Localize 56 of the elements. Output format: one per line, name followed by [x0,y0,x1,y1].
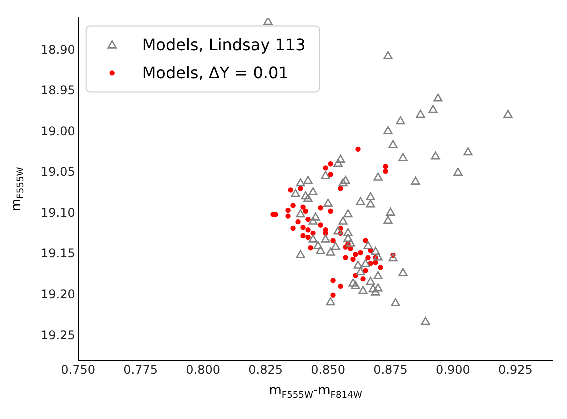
point [348,246,354,252]
y-axis-title: mF555W [9,167,27,212]
point [286,214,291,219]
point [288,188,294,193]
y-tick-label: 19.25 [40,328,76,342]
point [330,292,336,298]
point [360,276,366,282]
legend-label: Models, Lindsay 113 [142,35,306,54]
point [286,208,291,214]
x-tick-label: 0.850 [311,362,346,377]
y-tick-label: 18.90 [40,42,76,57]
point [308,245,314,251]
x-tick-label: 0.800 [186,362,220,377]
point [358,250,364,256]
x-tick-label: 0.775 [124,362,158,377]
y-tick-label: 19.20 [40,288,76,302]
x-tick-label: 0.825 [248,362,283,377]
point [318,222,324,228]
point [306,234,311,240]
point [296,219,301,225]
point [363,238,368,244]
y-tick-label: 19.15 [40,246,76,261]
point [383,168,388,174]
point [378,265,384,270]
point [330,238,336,244]
x-tick-label: 0.900 [436,362,470,377]
y-tick-label: 19.10 [40,206,76,220]
point [306,216,311,222]
point [330,278,336,284]
point [353,252,358,258]
point [300,233,306,238]
point [300,204,306,210]
y-tick-label: 18.95 [40,84,76,98]
point [338,284,344,290]
point [383,164,388,170]
x-tick-label: 0.925 [498,362,533,377]
legend-label: Models, ΔY = 0.01 [142,63,289,82]
point [323,166,328,171]
x-tick-label: 0.750 [61,362,96,377]
x-tick-label: 0.875 [374,362,408,377]
point [328,172,334,178]
point [350,256,356,262]
point [290,226,296,232]
point [290,203,296,208]
point [343,255,348,260]
point [300,225,306,230]
point [328,162,334,167]
point [328,208,334,214]
point [318,206,324,211]
point [306,228,311,233]
point [303,208,308,214]
point [356,146,361,152]
point [366,255,371,260]
y-tick-label: 19.00 [40,124,76,138]
y-tick-label: 19.05 [40,165,76,180]
point [363,268,368,274]
